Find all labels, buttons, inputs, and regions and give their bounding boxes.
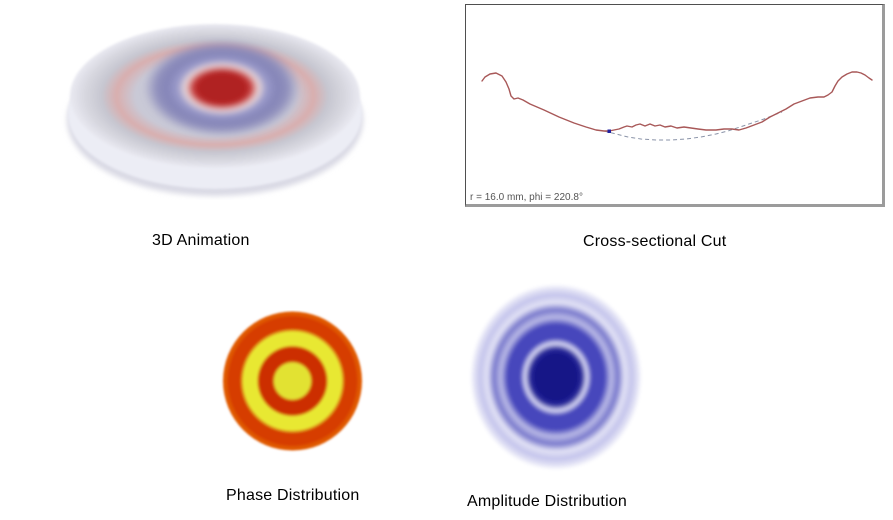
amplitude-map bbox=[470, 284, 642, 470]
disk-3d-rendering bbox=[67, 24, 363, 196]
caption-amplitude-distribution: Amplitude Distribution bbox=[467, 493, 628, 510]
disk-mode-blob bbox=[143, 39, 301, 137]
cursor-readout: r = 16.0 mm, phi = 220.8° bbox=[470, 192, 583, 203]
caption-3d-animation: 3D Animation bbox=[152, 232, 250, 249]
surface-3d-figure bbox=[67, 24, 363, 196]
cursor-marker bbox=[607, 129, 611, 133]
phase-distribution-figure bbox=[223, 311, 362, 451]
cross-section-plot bbox=[481, 71, 873, 141]
caption-cross-section: Cross-sectional Cut bbox=[583, 233, 727, 250]
reference-curve bbox=[603, 111, 783, 141]
amplitude-distribution-figure bbox=[470, 284, 642, 470]
cross-section-panel: r = 16.0 mm, phi = 220.8° bbox=[465, 4, 885, 207]
profile-curve bbox=[481, 71, 873, 132]
phase-map bbox=[223, 311, 362, 451]
caption-phase-distribution: Phase Distribution bbox=[226, 487, 360, 504]
